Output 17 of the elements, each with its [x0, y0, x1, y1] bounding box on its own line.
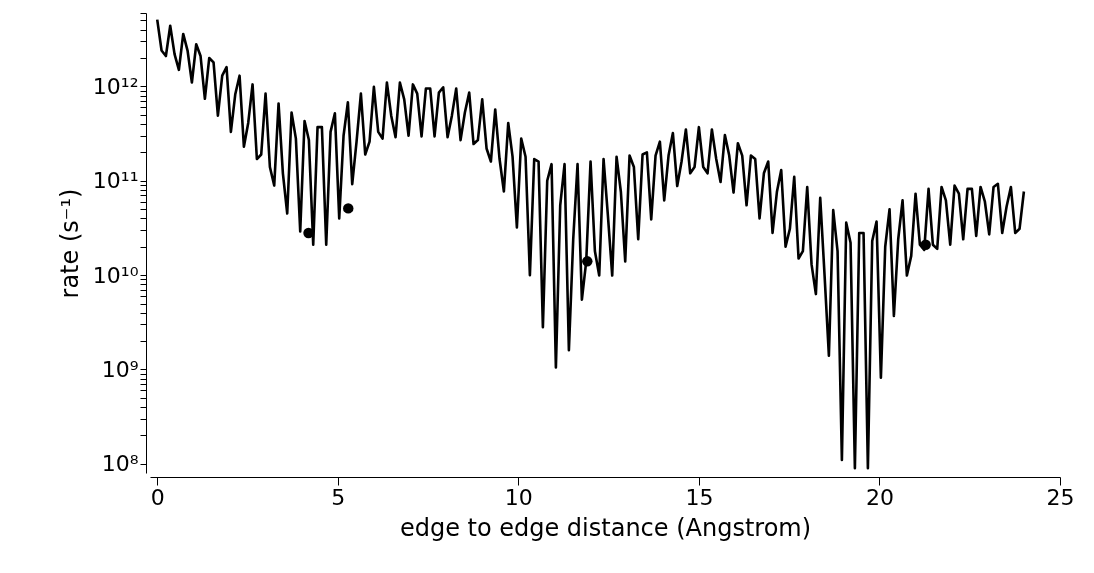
point: [582, 256, 593, 267]
x-tick-label: 20: [865, 484, 894, 510]
x-tick-label: 0: [150, 484, 165, 510]
y-tick-label: 10⁹: [101, 357, 139, 382]
y-tick-label: 10¹²: [92, 73, 139, 99]
line-series: [155, 18, 1026, 470]
x-axis-title: edge to edge distance (Angstrom): [399, 513, 812, 542]
point: [920, 239, 931, 250]
y-tick-label: 10⁸: [101, 451, 139, 477]
y-tick-label: 10¹¹: [92, 168, 139, 194]
x-tick-label: 15: [685, 484, 714, 510]
point: [343, 203, 354, 214]
y-axis-title: rate (s⁻¹): [55, 188, 84, 299]
x-tick-label: 25: [1046, 484, 1075, 510]
x-tick-label: 10: [504, 484, 533, 510]
x-tick-label: 5: [331, 484, 346, 510]
y-tick-label: 10¹⁰: [92, 262, 139, 288]
